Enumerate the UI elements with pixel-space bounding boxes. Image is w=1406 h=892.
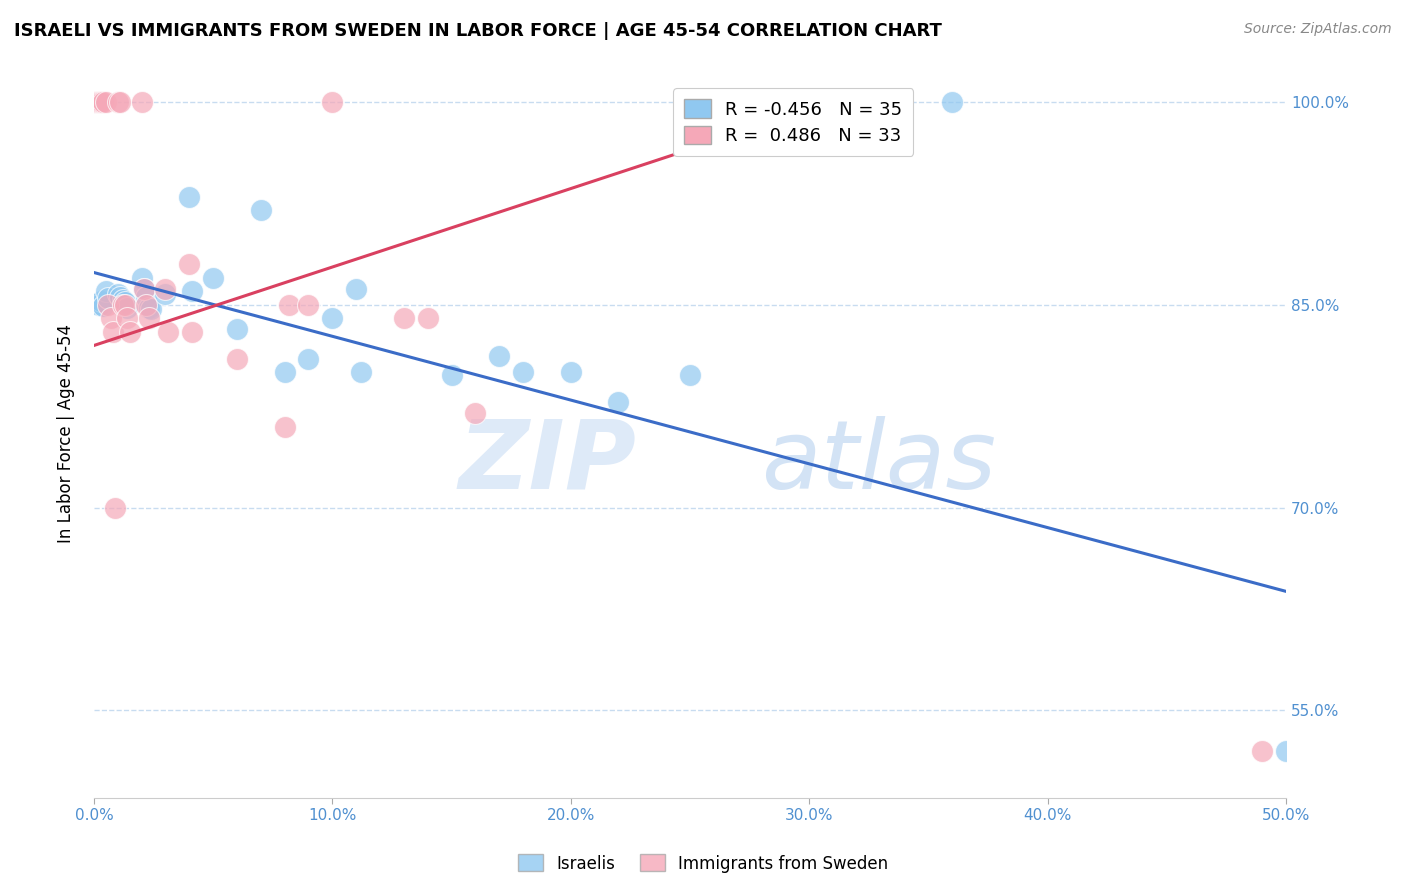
Legend: R = -0.456   N = 35, R =  0.486   N = 33: R = -0.456 N = 35, R = 0.486 N = 33	[673, 88, 914, 156]
Point	[392, 311, 415, 326]
Point	[180, 285, 202, 299]
Point	[180, 325, 202, 339]
Point	[179, 257, 201, 271]
Point	[100, 311, 122, 326]
Point	[86, 296, 108, 310]
Point	[131, 271, 153, 285]
Text: Source: ZipAtlas.com: Source: ZipAtlas.com	[1244, 22, 1392, 37]
Point	[440, 368, 463, 383]
Point	[344, 282, 367, 296]
Point	[941, 95, 963, 110]
Point	[93, 299, 115, 313]
Point	[131, 95, 153, 110]
Point	[155, 282, 177, 296]
Point	[111, 298, 134, 312]
Point	[141, 301, 163, 316]
Point	[90, 95, 112, 110]
Point	[107, 95, 129, 110]
Point	[226, 322, 249, 336]
Point	[114, 298, 136, 312]
Point	[821, 95, 844, 110]
Point	[321, 311, 343, 326]
Point	[135, 290, 157, 304]
Point	[1251, 744, 1274, 758]
Point	[321, 95, 343, 110]
Point	[202, 271, 225, 285]
Point	[273, 419, 295, 434]
Point	[117, 311, 139, 326]
Point	[94, 95, 117, 110]
Point	[104, 500, 127, 515]
Text: atlas: atlas	[762, 416, 997, 509]
Point	[135, 298, 157, 312]
Point	[138, 301, 160, 315]
Point	[607, 395, 630, 409]
Point	[226, 351, 249, 366]
Point	[87, 298, 110, 312]
Point	[1275, 744, 1298, 758]
Point	[464, 406, 486, 420]
Point	[87, 95, 110, 110]
Point	[250, 203, 273, 218]
Point	[97, 291, 120, 305]
Point	[101, 325, 124, 339]
Y-axis label: In Labor Force | Age 45-54: In Labor Force | Age 45-54	[58, 324, 75, 543]
Point	[138, 311, 160, 326]
Point	[155, 287, 177, 301]
Point	[512, 366, 534, 380]
Point	[560, 366, 582, 380]
Point	[117, 301, 139, 315]
Point	[297, 351, 319, 366]
Point	[132, 282, 155, 296]
Point	[108, 290, 131, 304]
Point	[118, 325, 141, 339]
Point	[179, 190, 201, 204]
Point	[114, 295, 136, 310]
Point	[278, 298, 301, 312]
Point	[93, 95, 115, 110]
Point	[416, 311, 439, 326]
Point	[97, 298, 120, 312]
Legend: Israelis, Immigrants from Sweden: Israelis, Immigrants from Sweden	[510, 847, 896, 880]
Point	[350, 366, 373, 380]
Point	[111, 293, 134, 307]
Point	[86, 95, 108, 110]
Point	[156, 325, 179, 339]
Point	[488, 349, 510, 363]
Point	[132, 282, 155, 296]
Point	[273, 366, 295, 380]
Text: ZIP: ZIP	[458, 416, 637, 509]
Point	[94, 285, 117, 299]
Text: ISRAELI VS IMMIGRANTS FROM SWEDEN IN LABOR FORCE | AGE 45-54 CORRELATION CHART: ISRAELI VS IMMIGRANTS FROM SWEDEN IN LAB…	[14, 22, 942, 40]
Point	[90, 293, 112, 308]
Point	[679, 368, 702, 383]
Point	[297, 298, 319, 312]
Point	[107, 287, 129, 301]
Point	[108, 95, 131, 110]
